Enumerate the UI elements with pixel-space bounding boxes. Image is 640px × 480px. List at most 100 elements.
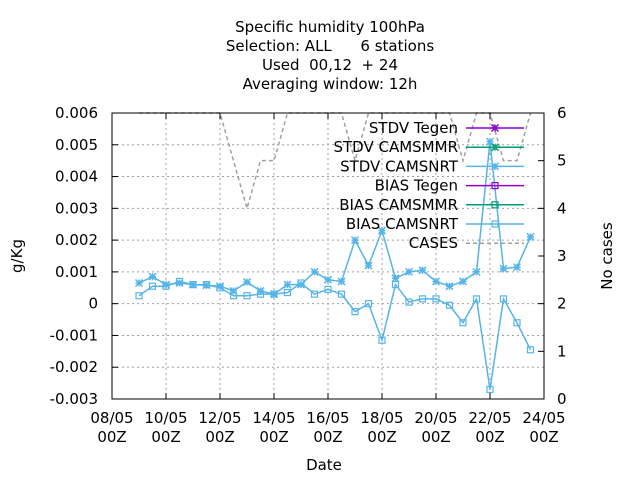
series-bias-camsnrt xyxy=(135,277,535,394)
data-point xyxy=(135,292,143,300)
star-stroke xyxy=(377,226,387,235)
y2-tick-label: 2 xyxy=(557,295,567,313)
x-tick-label-time: 00Z xyxy=(421,428,450,446)
data-point xyxy=(297,279,305,287)
x-tick-label-time: 00Z xyxy=(205,428,234,446)
y-tick-label: -0.002 xyxy=(50,358,98,376)
title-line-4: Averaging window: 12h xyxy=(243,75,418,93)
data-point xyxy=(337,290,346,298)
data-point xyxy=(404,267,414,276)
star-stroke xyxy=(526,232,535,241)
data-point xyxy=(283,280,292,289)
star-stroke xyxy=(485,137,495,146)
legend-label: STDV CAMSNRT xyxy=(340,157,459,175)
data-point xyxy=(189,281,197,289)
series-line xyxy=(138,280,532,390)
data-point xyxy=(134,278,144,288)
series-line xyxy=(138,141,532,295)
data-point xyxy=(202,281,211,289)
data-point xyxy=(148,282,157,290)
data-point xyxy=(337,277,346,286)
data-point xyxy=(458,277,468,286)
data-point xyxy=(243,292,251,300)
legend-label: BIAS CAMSNRT xyxy=(346,215,459,233)
star-stroke xyxy=(323,275,333,284)
x-tick-label: 16/05 xyxy=(306,409,349,427)
star-stroke xyxy=(134,278,144,288)
data-point xyxy=(175,277,184,286)
y2-tick-label: 4 xyxy=(557,199,567,217)
data-point xyxy=(526,346,535,354)
star-stroke xyxy=(512,263,522,272)
data-point xyxy=(445,282,454,291)
x-tick-label-time: 00Z xyxy=(367,428,396,446)
y-axis-label: g/Kg xyxy=(8,239,26,273)
x-tick-label: 22/05 xyxy=(468,409,511,427)
data-point xyxy=(162,282,170,290)
star-stroke xyxy=(364,261,373,270)
data-point xyxy=(512,263,522,272)
x-tick-label: 24/05 xyxy=(522,409,565,427)
data-point xyxy=(432,295,440,303)
x-tick-label-time: 00Z xyxy=(313,428,342,446)
data-point xyxy=(445,301,454,309)
data-point xyxy=(405,298,413,306)
x-tick-label-time: 00Z xyxy=(529,428,558,446)
y-tick-label: 0.004 xyxy=(55,168,98,186)
y-tick-label: 0.001 xyxy=(55,263,98,281)
grid xyxy=(112,113,544,399)
data-point xyxy=(418,295,427,303)
legend-item: STDV CAMSNRT xyxy=(340,157,524,175)
axis-ticks: 08/0500Z10/0500Z12/0500Z14/0500Z16/0500Z… xyxy=(50,104,567,446)
star-stroke xyxy=(215,282,225,291)
legend-label: BIAS Tegen xyxy=(375,177,458,195)
y-tick-label: -0.003 xyxy=(50,390,98,408)
star-stroke xyxy=(242,278,252,287)
data-point xyxy=(418,266,427,275)
y-tick-label: 0.006 xyxy=(55,104,98,122)
y-tick-label: -0.001 xyxy=(50,326,98,344)
series-stdv-camsnrt xyxy=(134,137,535,299)
x-tick-label: 10/05 xyxy=(144,409,187,427)
star-stroke xyxy=(490,162,500,171)
legend-marker xyxy=(491,220,499,228)
legend-label: STDV Tegen xyxy=(369,119,458,137)
title-line-1: Specific humidity 100hPa xyxy=(235,18,425,36)
data-point xyxy=(513,319,521,327)
data-point xyxy=(323,275,333,284)
legend-item: BIAS Tegen xyxy=(375,177,524,195)
star-stroke xyxy=(296,280,306,289)
data-point xyxy=(431,277,441,286)
star-stroke xyxy=(490,143,500,152)
data-point xyxy=(486,385,494,394)
star-stroke xyxy=(283,280,292,289)
data-point xyxy=(459,319,467,327)
data-point xyxy=(148,272,157,281)
data-point xyxy=(351,308,359,316)
data-point xyxy=(499,295,508,303)
x-tick-label: 18/05 xyxy=(360,409,403,427)
star-stroke xyxy=(490,123,500,133)
data-point xyxy=(472,267,481,276)
chart-title: Specific humidity 100hPa Selection: ALL … xyxy=(226,18,434,93)
plot-frame xyxy=(111,112,545,400)
y2-tick-label: 3 xyxy=(557,247,567,265)
data-point xyxy=(283,288,292,297)
y2-tick-label: 6 xyxy=(557,104,567,122)
legend-item: STDV CAMSMMR xyxy=(333,138,524,156)
data-point xyxy=(229,292,238,300)
star-stroke xyxy=(350,236,360,245)
x-tick-label: 14/05 xyxy=(252,409,295,427)
star-stroke xyxy=(458,277,468,286)
y-tick-label: 0.005 xyxy=(55,136,98,154)
x-tick-label: 20/05 xyxy=(414,409,457,427)
x-tick-label-time: 00Z xyxy=(151,428,180,446)
series-layer xyxy=(134,112,535,394)
data-point xyxy=(499,264,508,273)
x-tick-label: 08/05 xyxy=(90,409,133,427)
legend-marker xyxy=(490,143,500,152)
legend-marker xyxy=(491,182,499,190)
x-tick-label-time: 00Z xyxy=(97,428,126,446)
data-point xyxy=(364,300,373,308)
